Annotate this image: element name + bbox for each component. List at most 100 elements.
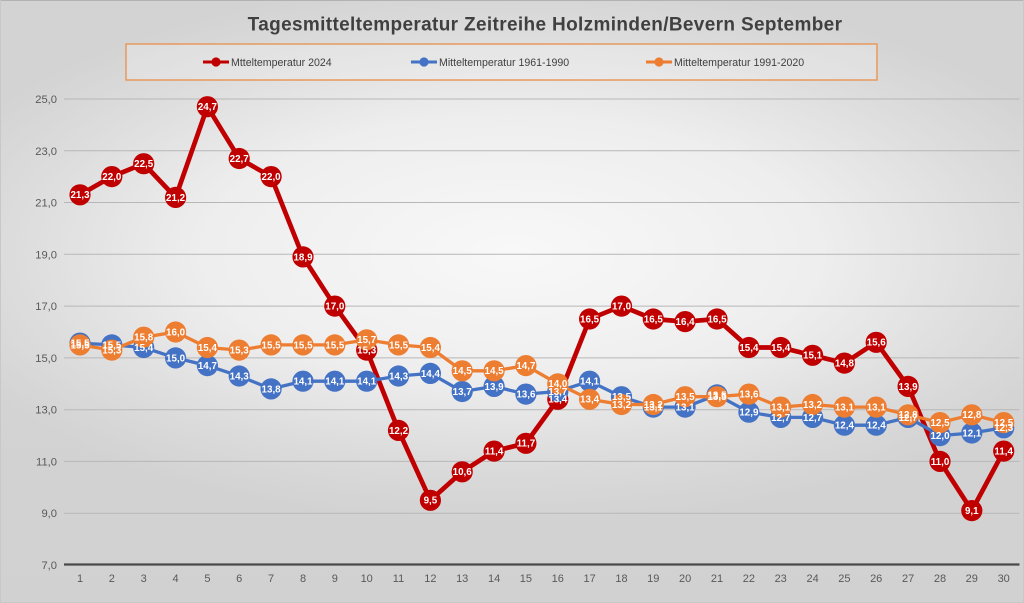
svg-text:13,2: 13,2 (612, 400, 632, 411)
svg-text:15,8: 15,8 (134, 333, 154, 344)
svg-text:21,2: 21,2 (166, 193, 186, 204)
svg-text:14,1: 14,1 (580, 377, 600, 388)
svg-text:21: 21 (711, 573, 723, 585)
svg-text:30: 30 (998, 573, 1010, 585)
svg-text:13: 13 (456, 573, 468, 585)
svg-text:15,6: 15,6 (867, 338, 887, 349)
svg-text:21,0: 21,0 (35, 198, 57, 210)
svg-text:16: 16 (552, 573, 564, 585)
svg-text:Mitteltemperatur 1961-1990: Mitteltemperatur 1961-1990 (439, 57, 569, 69)
svg-text:21,3: 21,3 (70, 190, 90, 201)
svg-text:22,0: 22,0 (262, 172, 282, 183)
svg-text:15,0: 15,0 (35, 353, 57, 365)
svg-text:11: 11 (393, 573, 404, 585)
svg-text:13,2: 13,2 (644, 400, 664, 411)
svg-text:15,4: 15,4 (198, 343, 218, 354)
svg-text:11,4: 11,4 (994, 447, 1013, 458)
svg-text:9,0: 9,0 (41, 508, 57, 520)
svg-text:15,5: 15,5 (70, 339, 90, 350)
svg-text:3: 3 (141, 573, 147, 585)
svg-text:15,0: 15,0 (166, 353, 186, 364)
svg-text:13,9: 13,9 (485, 382, 505, 393)
svg-text:13,4: 13,4 (548, 395, 568, 406)
svg-text:11,7: 11,7 (517, 439, 536, 450)
svg-text:15,5: 15,5 (102, 340, 122, 351)
svg-text:12,4: 12,4 (867, 421, 887, 432)
svg-text:13,1: 13,1 (835, 403, 855, 414)
svg-text:24,7: 24,7 (198, 102, 218, 113)
svg-text:12,0: 12,0 (930, 431, 950, 442)
svg-text:12,7: 12,7 (771, 413, 791, 424)
svg-text:9,1: 9,1 (965, 506, 979, 517)
svg-text:10: 10 (361, 573, 373, 585)
svg-text:19: 19 (647, 573, 659, 585)
svg-text:14,1: 14,1 (293, 377, 313, 388)
svg-text:15,5: 15,5 (293, 340, 313, 351)
svg-text:12,4: 12,4 (835, 421, 855, 432)
svg-text:26: 26 (870, 573, 882, 585)
svg-text:12,8: 12,8 (899, 410, 919, 421)
svg-text:17,0: 17,0 (325, 302, 345, 313)
svg-text:12,9: 12,9 (739, 408, 759, 419)
svg-text:12,7: 12,7 (803, 413, 823, 424)
svg-text:13,2: 13,2 (803, 400, 823, 411)
svg-text:13,5: 13,5 (707, 392, 727, 403)
svg-text:13,9: 13,9 (899, 382, 919, 393)
svg-text:13,6: 13,6 (739, 390, 759, 401)
svg-text:11,4: 11,4 (485, 447, 504, 458)
svg-text:14,1: 14,1 (325, 377, 345, 388)
svg-text:28: 28 (934, 573, 946, 585)
svg-text:13,1: 13,1 (644, 403, 664, 414)
svg-text:12,1: 12,1 (962, 428, 982, 439)
svg-text:16,5: 16,5 (707, 314, 727, 325)
svg-text:13,5: 13,5 (612, 392, 632, 403)
svg-text:Mitteltemperatur 1991-2020: Mitteltemperatur 1991-2020 (674, 57, 804, 69)
svg-text:15,5: 15,5 (262, 340, 282, 351)
svg-text:14,3: 14,3 (230, 371, 250, 382)
svg-text:7,0: 7,0 (41, 560, 57, 572)
svg-text:9: 9 (332, 573, 338, 585)
svg-text:13,6: 13,6 (516, 390, 536, 401)
svg-text:15,5: 15,5 (70, 340, 90, 351)
svg-text:13,1: 13,1 (771, 403, 791, 414)
svg-text:16,5: 16,5 (580, 314, 600, 325)
svg-text:14,7: 14,7 (516, 361, 536, 372)
svg-text:22,0: 22,0 (102, 172, 122, 183)
svg-text:25,0: 25,0 (35, 94, 57, 106)
svg-text:8: 8 (300, 573, 306, 585)
svg-text:12,3: 12,3 (994, 423, 1014, 434)
svg-text:22: 22 (743, 573, 755, 585)
svg-text:Mtteltemperatur 2024: Mtteltemperatur 2024 (231, 57, 332, 69)
svg-text:15: 15 (520, 573, 532, 585)
svg-text:23: 23 (775, 573, 787, 585)
svg-text:23,0: 23,0 (35, 146, 57, 158)
svg-text:15,4: 15,4 (421, 343, 441, 354)
svg-text:11,0: 11,0 (36, 456, 57, 468)
svg-text:5: 5 (204, 573, 210, 585)
svg-text:2: 2 (109, 573, 115, 585)
svg-text:15,5: 15,5 (325, 340, 345, 351)
svg-text:14: 14 (488, 573, 500, 585)
svg-text:14,8: 14,8 (835, 359, 855, 370)
svg-text:18,9: 18,9 (293, 252, 313, 263)
svg-text:29: 29 (966, 573, 978, 585)
svg-text:27: 27 (902, 573, 914, 585)
svg-text:6: 6 (236, 573, 242, 585)
svg-text:15,4: 15,4 (134, 343, 154, 354)
svg-text:12,8: 12,8 (962, 410, 982, 421)
svg-text:16,0: 16,0 (166, 327, 186, 338)
svg-text:12,5: 12,5 (930, 418, 950, 429)
svg-text:7: 7 (268, 573, 274, 585)
svg-text:13,8: 13,8 (262, 384, 282, 395)
svg-text:16,5: 16,5 (644, 314, 664, 325)
svg-text:15,3: 15,3 (230, 346, 250, 357)
svg-text:15,4: 15,4 (739, 343, 759, 354)
svg-text:14,0: 14,0 (548, 379, 568, 390)
svg-text:16,4: 16,4 (676, 317, 696, 328)
svg-text:13,7: 13,7 (453, 387, 473, 398)
svg-text:13,1: 13,1 (676, 403, 696, 414)
svg-text:15,7: 15,7 (357, 335, 377, 346)
svg-text:14,3: 14,3 (389, 371, 409, 382)
svg-text:13,5: 13,5 (707, 390, 727, 401)
svg-text:13,0: 13,0 (35, 405, 57, 417)
